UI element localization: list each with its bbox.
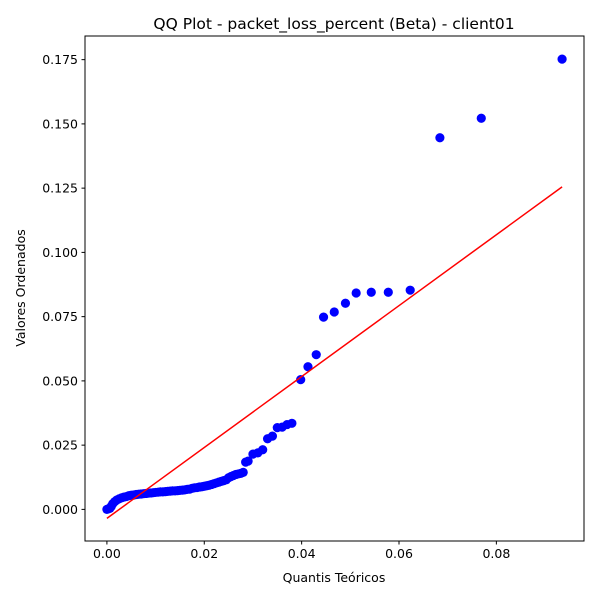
- data-point: [318, 312, 329, 322]
- y-tick-label: 0.125: [42, 181, 78, 196]
- data-point: [267, 431, 278, 441]
- y-axis-label: Valores Ordenados: [13, 229, 28, 346]
- data-point: [383, 287, 393, 297]
- data-point: [287, 418, 297, 428]
- data-point: [329, 307, 339, 317]
- plot-area: [102, 54, 567, 519]
- data-point: [557, 54, 567, 64]
- y-axis: 0.000 0.025 0.050 0.075 0.100 0.125 0.150 0.175: [42, 52, 85, 517]
- x-tick-label: 0.04: [288, 546, 316, 561]
- data-point: [435, 133, 445, 143]
- data-point: [311, 350, 321, 360]
- y-tick-label: 0.000: [42, 502, 78, 517]
- data-point: [405, 285, 415, 295]
- data-point: [366, 287, 376, 297]
- data-point: [296, 375, 306, 385]
- x-axis-label: Quantis Teóricos: [283, 570, 386, 585]
- chart-title: QQ Plot - packet_loss_percent (Beta) - c…: [153, 15, 514, 34]
- data-point: [243, 456, 253, 466]
- data-point: [303, 362, 313, 372]
- y-tick-label: 0.100: [42, 245, 78, 260]
- y-tick-label: 0.175: [42, 52, 78, 67]
- x-tick-label: 0.06: [385, 546, 413, 561]
- plot-frame: [84, 35, 585, 542]
- x-tick-label: 0.08: [482, 546, 510, 561]
- data-point: [238, 467, 248, 477]
- y-tick-label: 0.150: [42, 116, 78, 131]
- data-point: [476, 113, 486, 123]
- x-tick-label: 0.00: [93, 546, 121, 561]
- y-tick-label: 0.025: [42, 438, 78, 453]
- reference-line: [106, 186, 563, 519]
- x-axis: 0.00 0.02 0.04 0.06 0.08: [93, 541, 510, 561]
- y-tick-label: 0.050: [42, 373, 78, 388]
- data-point: [351, 288, 361, 298]
- y-tick-label: 0.075: [42, 309, 78, 324]
- x-tick-label: 0.02: [190, 546, 218, 561]
- data-point: [340, 298, 351, 308]
- data-point: [258, 445, 268, 455]
